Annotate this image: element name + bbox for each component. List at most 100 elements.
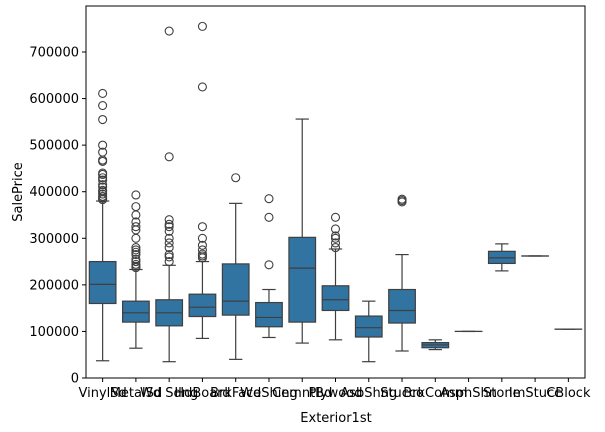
x-tick-label: CBlock — [546, 386, 591, 401]
outlier-point — [98, 140, 108, 150]
plot-frame — [85, 5, 586, 379]
iqr-box — [288, 236, 317, 323]
x-tick-label: AsphShn — [440, 386, 497, 401]
box-group-metalsd — [121, 190, 150, 349]
outlier-point — [131, 250, 141, 260]
y-tick-label: 300000 — [29, 232, 79, 247]
outlier-point — [330, 212, 341, 222]
outlier-point — [197, 233, 207, 243]
outlier-point — [330, 224, 341, 234]
outlier-point — [98, 191, 108, 201]
iqr-box — [321, 285, 350, 312]
outlier-point — [131, 217, 141, 227]
outlier-point — [164, 243, 174, 253]
outlier-point — [98, 180, 108, 190]
box-group-cemntbd — [288, 118, 317, 344]
y-tick-label: 500000 — [29, 139, 79, 154]
y-tick-label: 400000 — [29, 185, 79, 200]
outlier-point — [330, 233, 341, 243]
x-tick-label: HdBoard — [174, 386, 230, 401]
x-tick-label: BrkComm — [403, 386, 467, 401]
x-tick-label: WdShing — [240, 386, 298, 401]
iqr-box — [255, 301, 283, 328]
outlier-point — [98, 189, 108, 199]
x-tick-label: Stucco — [380, 386, 424, 401]
outlier-point — [98, 147, 108, 157]
outlier-point — [197, 245, 207, 255]
box-group-hdboard — [188, 21, 217, 340]
outlier-point — [164, 222, 174, 232]
y-axis: 0 100000 200000 300000 400000 500000 600000 700… — [29, 46, 86, 387]
outlier-point — [330, 238, 341, 248]
outlier-point — [131, 247, 141, 257]
box-group-stucco — [388, 194, 416, 352]
outlier-point — [131, 222, 141, 232]
outlier-point — [164, 26, 174, 36]
outlier-point — [98, 175, 108, 185]
box-group-stone — [487, 243, 516, 272]
outlier-point — [98, 168, 108, 178]
outlier-point — [264, 212, 274, 222]
x-tick-label: VinylSd — [78, 386, 126, 401]
outlier-point — [98, 173, 108, 183]
x-tick-label: BrkFace — [210, 386, 261, 401]
x-tick-label: CemntBd — [272, 386, 332, 401]
outlier-point — [164, 215, 174, 225]
outlier-point — [98, 185, 108, 195]
box-group-asbshng — [354, 300, 383, 363]
outlier-point — [197, 222, 207, 232]
outlier-point — [164, 219, 174, 229]
y-tick-label: 200000 — [29, 278, 79, 293]
box-group-wdshing — [255, 194, 283, 339]
outlier-point — [98, 114, 108, 125]
outlier-point — [197, 240, 207, 250]
outlier-point — [164, 252, 174, 262]
outlier-point — [131, 254, 141, 264]
outlier-point — [197, 249, 207, 259]
outlier-point — [131, 245, 141, 255]
outlier-point — [164, 226, 174, 236]
x-tick-label: AsbShng — [340, 386, 397, 401]
outlier-point — [197, 82, 207, 92]
outlier-point — [131, 202, 141, 212]
iqr-box — [188, 293, 217, 318]
boxes-layer — [88, 21, 583, 363]
outlier-point — [264, 260, 274, 270]
x-axis-label: Exterior1st — [300, 411, 371, 426]
x-tick-label: Stone — [483, 386, 521, 401]
box-group-brkcomm — [421, 339, 450, 351]
outlier-point — [98, 182, 108, 192]
iqr-box — [388, 288, 416, 324]
outlier-point — [197, 21, 207, 31]
box-group-wd-sdng — [155, 26, 184, 363]
x-tick-label: MetalSd — [110, 386, 162, 401]
outlier-point — [98, 88, 108, 98]
outlier-point — [131, 257, 141, 267]
x-tick-label: ImStucc — [509, 386, 561, 401]
box-group-brkface — [221, 173, 250, 360]
outlier-point — [131, 243, 141, 253]
outlier-point — [131, 259, 141, 269]
outlier-point — [98, 101, 108, 111]
outlier-point — [164, 238, 174, 248]
y-tick-label: 0 — [71, 372, 79, 387]
outlier-point — [231, 173, 241, 183]
outlier-point — [164, 152, 174, 162]
x-tick-label: Plywood — [309, 386, 363, 401]
box-group-plywood — [321, 212, 350, 341]
outlier-point — [330, 231, 341, 241]
y-tick-label: 700000 — [29, 46, 79, 61]
iqr-box — [121, 300, 150, 323]
y-tick-label: 600000 — [29, 92, 79, 107]
outlier-point — [131, 190, 141, 200]
iqr-box — [221, 263, 250, 316]
y-axis-label: SalePrice — [11, 162, 26, 222]
outlier-point — [330, 243, 341, 253]
outlier-point — [397, 194, 407, 204]
iqr-box — [88, 260, 117, 305]
outlier-point — [264, 194, 274, 204]
outlier-point — [164, 233, 174, 243]
x-tick-label: Wd Sdng — [140, 386, 198, 401]
